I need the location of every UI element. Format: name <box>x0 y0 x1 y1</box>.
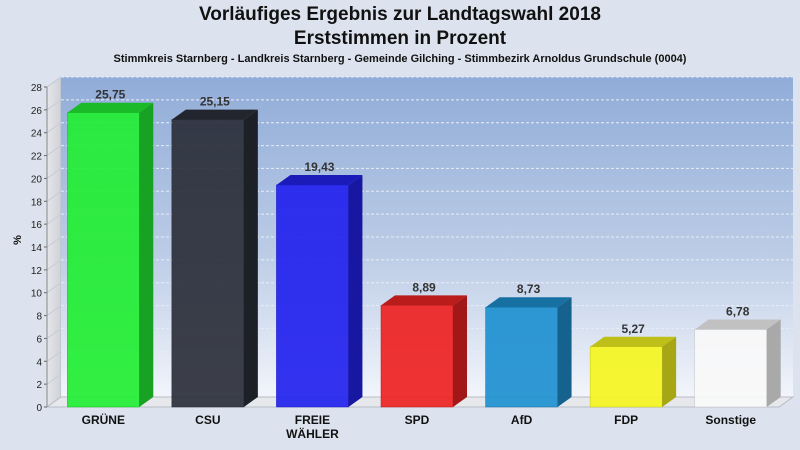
bar <box>380 295 467 408</box>
y-tick-label: 2 <box>36 380 42 391</box>
x-tick-label: Sonstige <box>705 413 756 427</box>
bar-front <box>171 119 245 408</box>
gridline-side <box>46 76 62 88</box>
bar-side <box>766 319 781 407</box>
bar-side <box>243 109 258 408</box>
y-tick-label: 14 <box>31 243 43 254</box>
gridline-side <box>46 145 62 156</box>
y-tick-label: 0 <box>36 403 42 414</box>
gridline-side <box>46 282 62 294</box>
x-tick-label: FREIE WÄHLER <box>286 413 339 441</box>
bar-front <box>67 112 140 408</box>
bar-side <box>139 102 154 407</box>
x-tick-label-line: WÄHLER <box>286 426 339 441</box>
gridline-side <box>46 373 62 385</box>
y-tick-label: 16 <box>31 220 43 231</box>
bar-front <box>694 329 767 408</box>
gridline-side <box>46 350 62 362</box>
x-tick-label: GRÜNE <box>82 412 125 427</box>
data-label: 19,43 <box>304 160 334 174</box>
gridline-side <box>46 236 62 248</box>
x-tick-label: FDP <box>614 413 638 427</box>
chart-title: Vorläufiges Ergebnis zur Landtagswahl 20… <box>199 4 601 25</box>
gridline-side <box>46 168 62 179</box>
bar-top <box>485 297 572 308</box>
data-label: 6,78 <box>726 305 750 319</box>
bar-top <box>276 174 363 185</box>
data-label: 8,89 <box>412 280 436 294</box>
bar <box>694 319 781 408</box>
bar-front <box>276 184 349 408</box>
bar-side <box>348 174 363 407</box>
y-axis-label: % <box>12 235 24 245</box>
y-tick-label: 26 <box>31 106 43 117</box>
bar-side <box>453 295 467 407</box>
y-tick-label: 12 <box>31 266 43 277</box>
bar-side <box>662 336 677 407</box>
bar-front <box>589 346 663 408</box>
gridline-side <box>46 122 62 134</box>
y-tick-label: 10 <box>31 289 43 300</box>
bar-side <box>557 297 572 407</box>
gridline-side <box>46 305 62 316</box>
y-tick-label: 28 <box>31 83 43 94</box>
gridline-side <box>46 99 62 111</box>
y-tick-label: 4 <box>36 357 42 368</box>
y-tick-label: 18 <box>31 197 43 208</box>
bar-top <box>694 319 781 330</box>
chart-subtitle-heading: Erststimmen in Prozent <box>293 28 507 49</box>
bar-front <box>380 305 454 408</box>
bar <box>276 174 363 408</box>
gridline-side <box>46 190 62 202</box>
x-tick-label: CSU <box>195 413 220 427</box>
chart-subtitle: Stimmkreis Starnberg - Landkreis Starnbe… <box>113 53 687 65</box>
bar <box>589 336 677 408</box>
bar <box>67 102 154 408</box>
data-label: 25,15 <box>200 95 230 109</box>
bar-top <box>171 109 258 120</box>
bar-top <box>381 295 467 306</box>
bar-top <box>590 336 677 347</box>
bar <box>171 109 258 408</box>
bar-front <box>485 306 558 408</box>
y-tick-label: 24 <box>31 129 43 140</box>
x-tick-label: SPD <box>405 413 430 427</box>
data-label: 8,73 <box>517 282 541 296</box>
bar <box>485 297 572 408</box>
gridline-side <box>46 259 62 271</box>
data-label: 25,75 <box>95 88 125 102</box>
x-tick-label: AfD <box>511 413 533 427</box>
y-tick-label: 20 <box>31 174 43 185</box>
gridline-side <box>46 213 62 225</box>
y-tick-label: 8 <box>36 312 42 323</box>
y-tick-label: 6 <box>36 334 42 345</box>
x-tick-label-line: FREIE <box>295 413 330 427</box>
data-label: 5,27 <box>621 322 645 336</box>
bar-top <box>67 102 154 113</box>
y-tick-label: 22 <box>31 152 43 163</box>
gridline-side <box>46 328 62 339</box>
